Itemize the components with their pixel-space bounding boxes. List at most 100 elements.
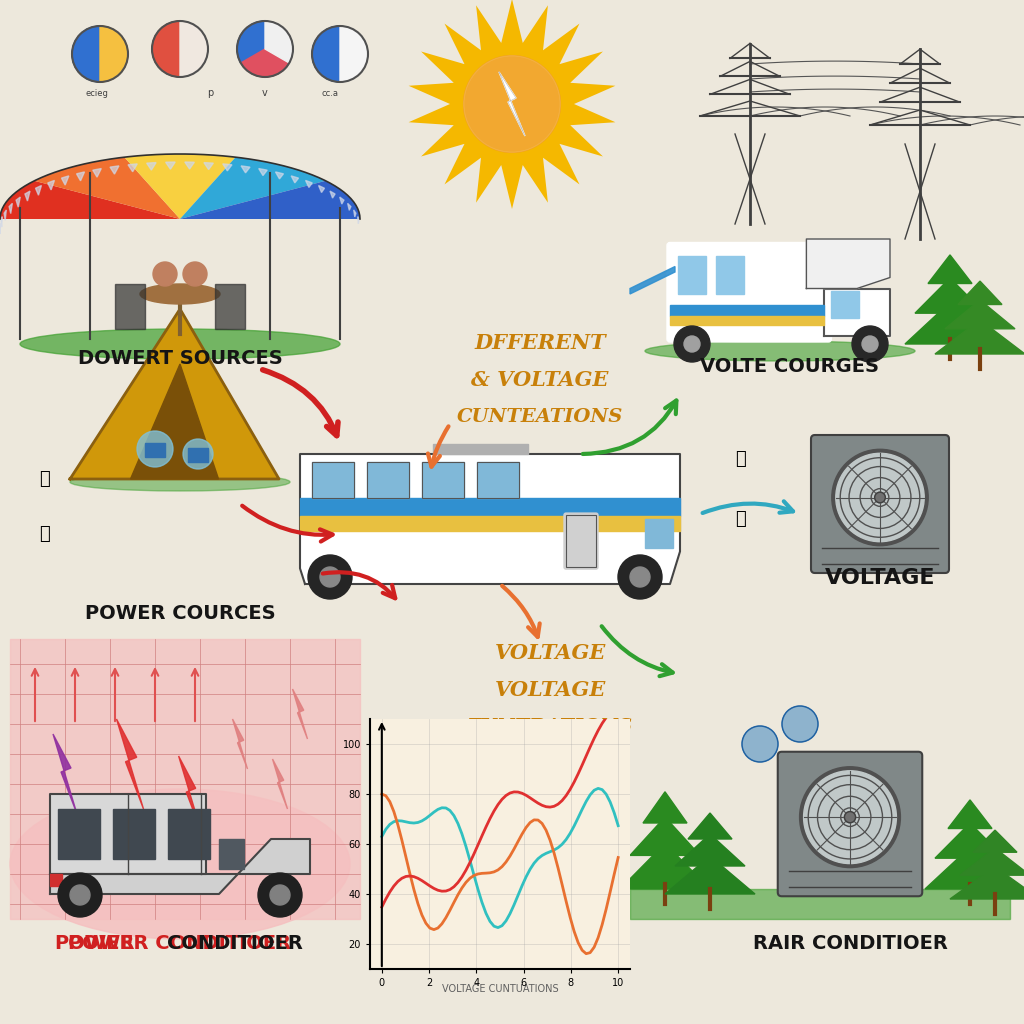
Text: VOLTAGE: VOLTAGE bbox=[495, 680, 605, 700]
Polygon shape bbox=[16, 197, 20, 207]
Polygon shape bbox=[945, 300, 1015, 329]
Text: DOWERT SOURCES: DOWERT SOURCES bbox=[78, 349, 283, 368]
Text: POWER COURCES: POWER COURCES bbox=[85, 604, 275, 623]
Polygon shape bbox=[643, 792, 687, 823]
Polygon shape bbox=[340, 197, 344, 204]
Circle shape bbox=[684, 336, 700, 352]
Wedge shape bbox=[340, 26, 368, 82]
Circle shape bbox=[836, 454, 925, 542]
Polygon shape bbox=[9, 204, 12, 214]
Polygon shape bbox=[935, 823, 1005, 858]
Text: DFFERENT: DFFERENT bbox=[474, 333, 606, 353]
Polygon shape bbox=[50, 794, 206, 874]
Wedge shape bbox=[237, 22, 265, 63]
Circle shape bbox=[630, 567, 650, 587]
FancyBboxPatch shape bbox=[667, 243, 831, 342]
Ellipse shape bbox=[645, 341, 915, 361]
Ellipse shape bbox=[20, 329, 340, 359]
Polygon shape bbox=[36, 185, 41, 196]
Polygon shape bbox=[961, 848, 1024, 876]
Polygon shape bbox=[178, 756, 202, 831]
Polygon shape bbox=[675, 834, 745, 866]
Wedge shape bbox=[72, 26, 100, 82]
Polygon shape bbox=[499, 72, 525, 136]
Polygon shape bbox=[935, 319, 1024, 354]
Circle shape bbox=[804, 771, 896, 863]
Bar bbox=[566, 515, 596, 567]
Polygon shape bbox=[928, 255, 972, 284]
Polygon shape bbox=[77, 172, 85, 181]
Polygon shape bbox=[124, 154, 236, 219]
Polygon shape bbox=[330, 191, 335, 198]
Bar bbox=[312, 462, 354, 499]
Text: p: p bbox=[207, 88, 213, 98]
Polygon shape bbox=[300, 454, 680, 584]
Circle shape bbox=[812, 756, 848, 792]
Ellipse shape bbox=[70, 473, 290, 490]
Circle shape bbox=[742, 726, 778, 762]
Bar bbox=[300, 499, 680, 516]
Circle shape bbox=[58, 873, 102, 918]
Bar bbox=[10, 639, 360, 919]
Polygon shape bbox=[4, 210, 6, 220]
Text: VOLTAGE: VOLTAGE bbox=[824, 568, 935, 588]
Text: FUNTRATIONS: FUNTRATIONS bbox=[467, 718, 633, 736]
Wedge shape bbox=[100, 26, 128, 82]
Text: 🌐: 🌐 bbox=[734, 450, 745, 468]
Polygon shape bbox=[110, 166, 119, 174]
FancyBboxPatch shape bbox=[564, 513, 598, 569]
Text: & VOLTAGE: & VOLTAGE bbox=[471, 370, 608, 390]
Text: CUNTEATIONS: CUNTEATIONS bbox=[457, 408, 624, 426]
Polygon shape bbox=[318, 185, 325, 193]
Text: v: v bbox=[262, 88, 268, 98]
Polygon shape bbox=[272, 759, 288, 809]
Polygon shape bbox=[665, 856, 755, 894]
Polygon shape bbox=[146, 163, 156, 170]
Bar bbox=[312, 462, 354, 499]
Circle shape bbox=[137, 431, 173, 467]
Circle shape bbox=[258, 873, 302, 918]
Text: 🔌: 🔌 bbox=[40, 470, 50, 488]
Text: 🚐: 🚐 bbox=[40, 525, 50, 543]
Circle shape bbox=[800, 767, 900, 867]
Text: 🌐: 🌐 bbox=[734, 510, 745, 528]
Polygon shape bbox=[184, 162, 195, 169]
Circle shape bbox=[845, 812, 856, 822]
Polygon shape bbox=[620, 844, 710, 889]
Ellipse shape bbox=[10, 790, 350, 939]
Wedge shape bbox=[241, 49, 289, 77]
Circle shape bbox=[183, 262, 207, 286]
Polygon shape bbox=[630, 266, 675, 294]
Polygon shape bbox=[973, 830, 1017, 852]
Bar bbox=[422, 462, 464, 499]
Bar bbox=[670, 305, 824, 316]
Polygon shape bbox=[950, 866, 1024, 899]
Polygon shape bbox=[180, 181, 360, 219]
Circle shape bbox=[782, 706, 818, 742]
Polygon shape bbox=[353, 210, 356, 217]
Text: POWER: POWER bbox=[54, 934, 135, 953]
Bar bbox=[670, 316, 824, 325]
Polygon shape bbox=[180, 157, 326, 219]
Bar bbox=[113, 809, 155, 859]
Circle shape bbox=[852, 326, 888, 362]
Polygon shape bbox=[61, 176, 69, 185]
Polygon shape bbox=[128, 164, 137, 172]
Circle shape bbox=[618, 555, 662, 599]
Text: RAIR CONDITIOER: RAIR CONDITIOER bbox=[753, 934, 947, 953]
Polygon shape bbox=[357, 217, 359, 223]
Text: VOLTE COURGES: VOLTE COURGES bbox=[700, 357, 880, 376]
Bar bbox=[716, 256, 744, 294]
Polygon shape bbox=[35, 157, 180, 219]
Polygon shape bbox=[347, 204, 351, 210]
Polygon shape bbox=[93, 169, 101, 177]
Wedge shape bbox=[152, 22, 180, 77]
Polygon shape bbox=[630, 817, 700, 855]
Circle shape bbox=[831, 450, 928, 546]
Circle shape bbox=[464, 55, 560, 153]
Polygon shape bbox=[824, 289, 890, 336]
Bar bbox=[367, 462, 409, 499]
Circle shape bbox=[308, 555, 352, 599]
Polygon shape bbox=[48, 180, 54, 189]
Circle shape bbox=[464, 55, 560, 153]
